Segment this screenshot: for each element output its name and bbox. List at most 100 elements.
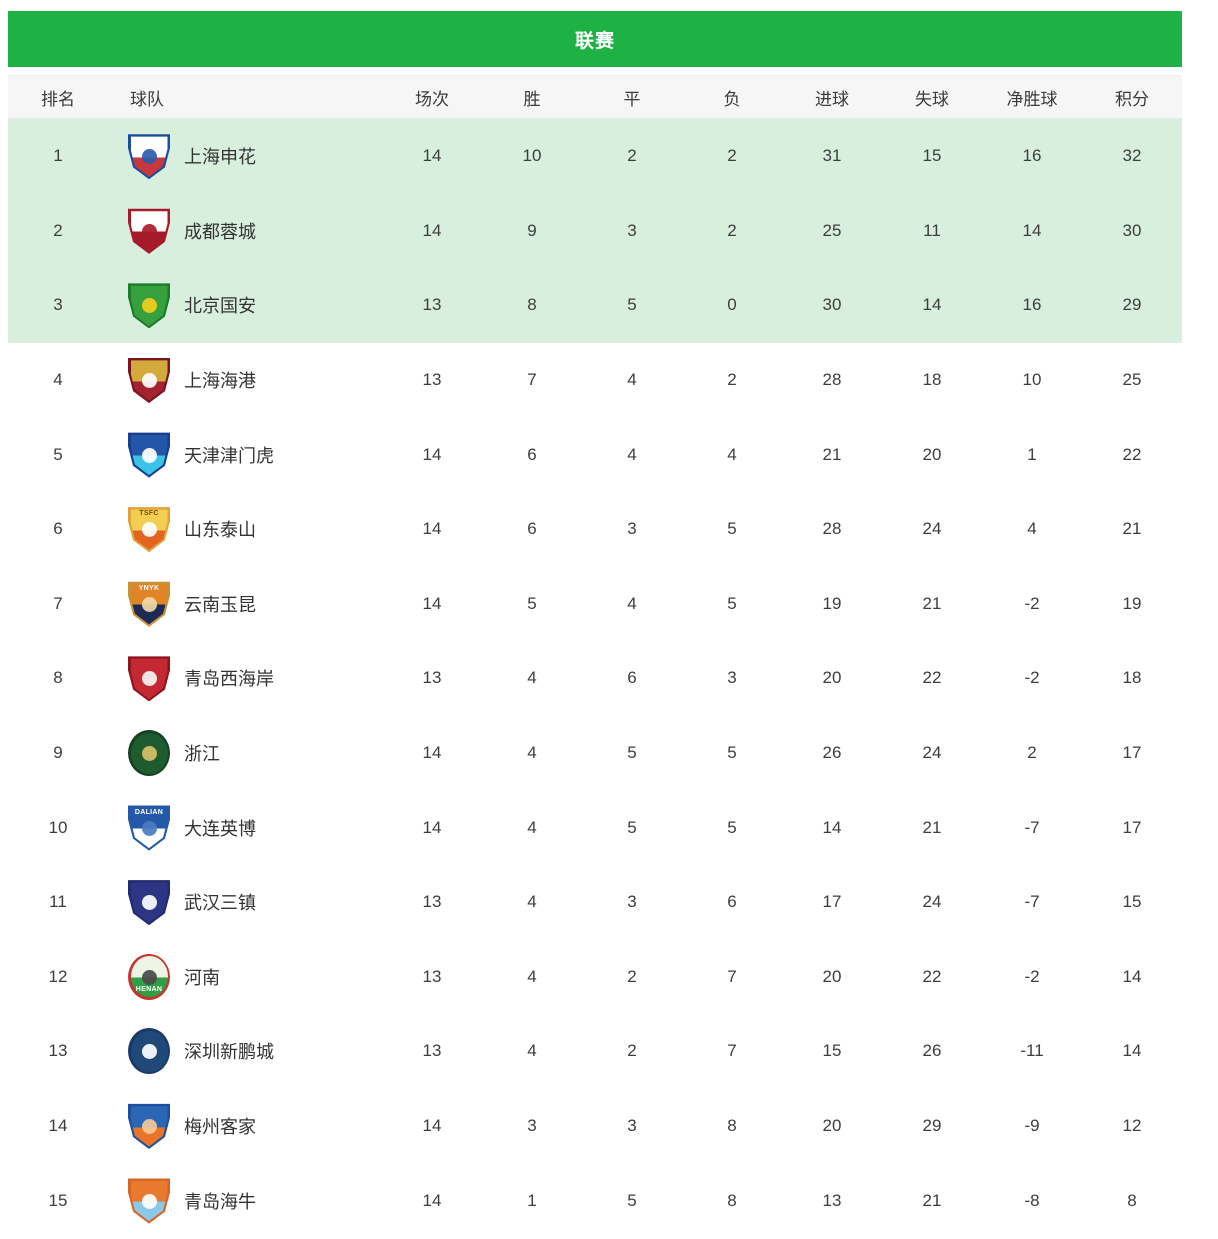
goals-against-cell: 24 xyxy=(922,892,942,912)
goals-against-cell: 29 xyxy=(922,1116,942,1136)
logo-emblem xyxy=(141,373,157,389)
table-row[interactable]: 11 武汉三镇 13 4 3 6 17 24 -7 15 xyxy=(8,864,1182,940)
logo-text: DALIAN xyxy=(134,808,164,816)
goals-against-cell: 22 xyxy=(922,966,942,986)
points-cell: 14 xyxy=(1122,966,1142,986)
rank: 8 xyxy=(53,668,63,688)
table-row[interactable]: 2 成都蓉城 14 9 3 2 25 11 14 30 xyxy=(8,193,1182,269)
goals-against-cell: 21 xyxy=(922,817,942,837)
rank: 10 xyxy=(48,817,68,837)
goals-against-cell: 21 xyxy=(922,1190,942,1210)
logo-text: YNYK xyxy=(138,584,160,592)
goals-against-cell: 15 xyxy=(922,146,942,166)
rank: 1 xyxy=(53,146,63,166)
table-row[interactable]: 12 HENAN 河南 13 4 2 7 20 22 -2 14 xyxy=(8,939,1182,1015)
played-cell: 14 xyxy=(422,146,442,166)
table-row[interactable]: 10 DALIAN 大连英博 14 4 5 5 14 21 -7 17 xyxy=(8,790,1182,865)
team-cell: 上海海港 xyxy=(108,357,382,404)
wins-cell: 4 xyxy=(527,668,537,688)
table-row[interactable]: 15 青岛海牛 14 1 5 8 13 21 -8 8 xyxy=(8,1163,1182,1238)
goal-diff-cell: 16 xyxy=(1022,295,1042,315)
team-name: 成都蓉城 xyxy=(184,221,256,242)
losses-cell: 4 xyxy=(727,444,737,464)
played-cell: 14 xyxy=(422,1190,442,1210)
goal-diff-cell: 14 xyxy=(1022,220,1042,240)
team-cell: DALIAN 大连英博 xyxy=(108,805,382,851)
team-name: 武汉三镇 xyxy=(184,893,256,914)
table-row[interactable]: 9 浙江 14 4 5 5 26 24 2 17 xyxy=(8,715,1182,791)
table-row[interactable]: 3 北京国安 13 8 5 0 30 14 16 29 xyxy=(8,268,1182,343)
played-cell: 13 xyxy=(422,668,442,688)
shanghai-shenhua-crest-icon xyxy=(128,133,170,180)
team-cell: HENAN 河南 xyxy=(108,953,382,1000)
shandong-taishan-crest-icon: TSFC xyxy=(128,506,170,553)
goal-diff-cell: -2 xyxy=(1024,966,1040,986)
played-cell: 14 xyxy=(422,444,442,464)
table-title-banner: 联赛 xyxy=(8,11,1182,67)
table-row[interactable]: 7 YNYK 云南玉昆 14 5 4 5 19 21 -2 19 xyxy=(8,566,1182,642)
logo-text: TSFC xyxy=(139,510,159,518)
team-name: 青岛海牛 xyxy=(184,1191,256,1212)
rank: 4 xyxy=(53,370,63,390)
goals-for-cell: 20 xyxy=(822,668,842,688)
team-cell: 浙江 xyxy=(108,730,382,777)
qingdao-hainiu-crest-icon xyxy=(128,1178,170,1224)
beijing-guoan-crest-icon xyxy=(128,282,170,329)
col-header-team: 球队 xyxy=(130,89,164,109)
goals-against-cell: 18 xyxy=(922,370,942,390)
played-cell: 14 xyxy=(422,519,442,539)
henan-crest-icon: HENAN xyxy=(128,953,170,1000)
points-cell: 25 xyxy=(1122,370,1142,390)
team-name: 大连英博 xyxy=(184,818,256,839)
team-name: 山东泰山 xyxy=(184,520,256,541)
losses-cell: 8 xyxy=(727,1190,737,1210)
rank: 15 xyxy=(48,1190,68,1210)
team-name: 青岛西海岸 xyxy=(184,669,274,690)
goals-against-cell: 14 xyxy=(922,295,942,315)
goal-diff-cell: -9 xyxy=(1024,1116,1040,1136)
team-cell: 北京国安 xyxy=(108,282,382,329)
tianjin-jinmen-tiger-crest-icon xyxy=(128,432,170,478)
played-cell: 14 xyxy=(422,593,442,613)
logo-emblem xyxy=(141,820,157,836)
goal-diff-cell: 10 xyxy=(1022,370,1042,390)
table-row[interactable]: 1 上海申花 14 10 2 2 31 15 16 32 xyxy=(8,119,1182,194)
col-header-rank: 排名 xyxy=(41,89,75,109)
table-row[interactable]: 4 上海海港 13 7 4 2 28 18 10 25 xyxy=(8,342,1182,418)
col-header-points: 积分 xyxy=(1115,89,1149,109)
banner-gap xyxy=(8,67,1182,75)
points-cell: 21 xyxy=(1122,519,1142,539)
rank: 6 xyxy=(53,519,63,539)
table-row[interactable]: 5 天津津门虎 14 6 4 4 21 20 1 22 xyxy=(8,417,1182,492)
logo-emblem xyxy=(141,1119,157,1135)
losses-cell: 3 xyxy=(727,668,737,688)
draws-cell: 5 xyxy=(627,1190,637,1210)
wins-cell: 4 xyxy=(527,1041,537,1061)
goal-diff-cell: -8 xyxy=(1024,1190,1040,1210)
losses-cell: 5 xyxy=(727,519,737,539)
draws-cell: 3 xyxy=(627,892,637,912)
points-cell: 22 xyxy=(1122,444,1142,464)
wins-cell: 4 xyxy=(527,892,537,912)
league-table: 联赛 排名 球队 场次 胜 平 负 进球 失球 净胜球 积分 1 上海申花 14… xyxy=(8,11,1182,1238)
table-row[interactable]: 6 TSFC 山东泰山 14 6 3 5 28 24 4 21 xyxy=(8,491,1182,567)
col-header-draws: 平 xyxy=(623,89,641,109)
played-cell: 14 xyxy=(422,220,442,240)
table-row[interactable]: 8 青岛西海岸 13 4 6 3 20 22 -2 18 xyxy=(8,641,1182,716)
table-body: 1 上海申花 14 10 2 2 31 15 16 32 2 成都蓉 xyxy=(8,119,1182,1238)
losses-cell: 5 xyxy=(727,817,737,837)
goal-diff-cell: -2 xyxy=(1024,668,1040,688)
table-row[interactable]: 14 梅州客家 14 3 3 8 20 29 -9 12 xyxy=(8,1088,1182,1164)
table-row[interactable]: 13 深圳新鹏城 13 4 2 7 15 26 -11 14 xyxy=(8,1014,1182,1089)
points-cell: 17 xyxy=(1122,743,1142,763)
rank: 2 xyxy=(53,220,63,240)
rank: 3 xyxy=(53,295,63,315)
team-name: 云南玉昆 xyxy=(184,594,256,615)
goals-for-cell: 20 xyxy=(822,1116,842,1136)
wins-cell: 3 xyxy=(527,1116,537,1136)
team-name: 河南 xyxy=(184,967,220,988)
wins-cell: 5 xyxy=(527,593,537,613)
played-cell: 13 xyxy=(422,966,442,986)
team-name: 深圳新鹏城 xyxy=(184,1042,274,1063)
points-cell: 8 xyxy=(1127,1190,1137,1210)
